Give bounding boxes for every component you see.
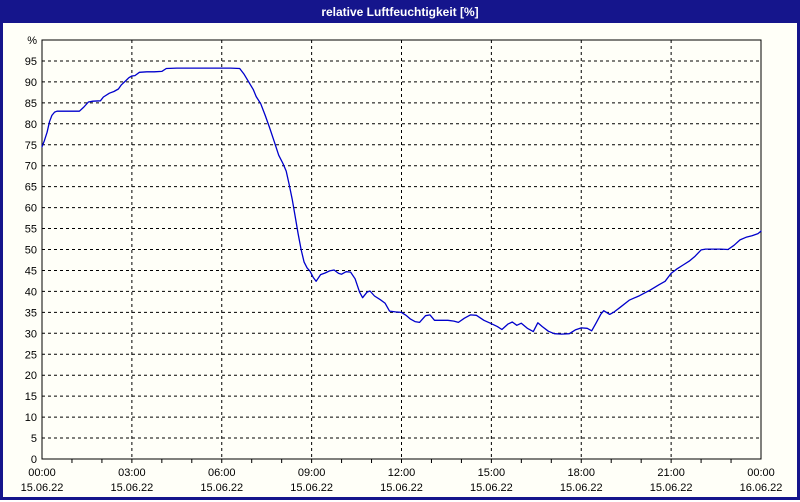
chart-area: 0 5 10 15 20 25 30 35 40 45 50 55 60 65 70 75 80 85 90 95% 0… [3, 23, 797, 497]
y-tick-label: 70 [25, 161, 37, 173]
x-date-label: 15.06.22 [650, 482, 693, 494]
y-tick-label: 40 [25, 286, 37, 298]
y-tick-label: 25 [25, 349, 37, 361]
x-date-label: 16.06.22 [740, 482, 783, 494]
y-tick-label: 15 [25, 391, 37, 403]
x-time-label: 15:00 [478, 467, 506, 479]
y-tick-label: 20 [25, 370, 37, 382]
title-bar: relative Luftfeuchtigkeit [%] [0, 0, 800, 23]
y-tick-label: 55 [25, 224, 37, 236]
x-time-label: 03:00 [118, 467, 146, 479]
y-tick-label: 90 [25, 77, 37, 89]
y-tick-label: 45 [25, 265, 37, 277]
x-date-label: 15.06.22 [110, 482, 153, 494]
y-tick-label: 60 [25, 203, 37, 215]
x-date-label: 15.06.22 [21, 482, 64, 494]
x-date-label: 15.06.22 [380, 482, 423, 494]
y-tick-label: 0 [31, 454, 37, 466]
x-date-label: 15.06.22 [200, 482, 243, 494]
x-time-label: 12:00 [388, 467, 416, 479]
y-tick-label: 95 [25, 56, 37, 68]
x-date-label: 15.06.22 [290, 482, 333, 494]
x-time-label: 18:00 [567, 467, 595, 479]
y-tick-label: 65 [25, 182, 37, 194]
x-date-label: 15.06.22 [470, 482, 513, 494]
y-tick-label: 85 [25, 98, 37, 110]
series-line [41, 67, 762, 335]
y-tick-label: 50 [25, 245, 37, 257]
y-tick-label: 80 [25, 119, 37, 131]
y-tick-label: 30 [25, 328, 37, 340]
chart-title: relative Luftfeuchtigkeit [%] [321, 4, 479, 19]
x-time-label: 00:00 [28, 467, 56, 479]
x-date-label: 15.06.22 [560, 482, 603, 494]
y-tick-label: 35 [25, 307, 37, 319]
y-unit-label: % [27, 35, 37, 47]
y-tick-label: 10 [25, 412, 37, 424]
x-time-label: 21:00 [657, 467, 685, 479]
x-time-label: 00:00 [747, 467, 775, 479]
x-time-label: 09:00 [298, 467, 326, 479]
x-time-label: 06:00 [208, 467, 236, 479]
y-tick-label: 75 [25, 140, 37, 152]
y-tick-label: 5 [31, 433, 37, 445]
humidity-line-chart: 0 5 10 15 20 25 30 35 40 45 50 55 60 65 70 75 80 85 90 95% 0… [21, 35, 783, 494]
plot-frame [41, 39, 762, 460]
